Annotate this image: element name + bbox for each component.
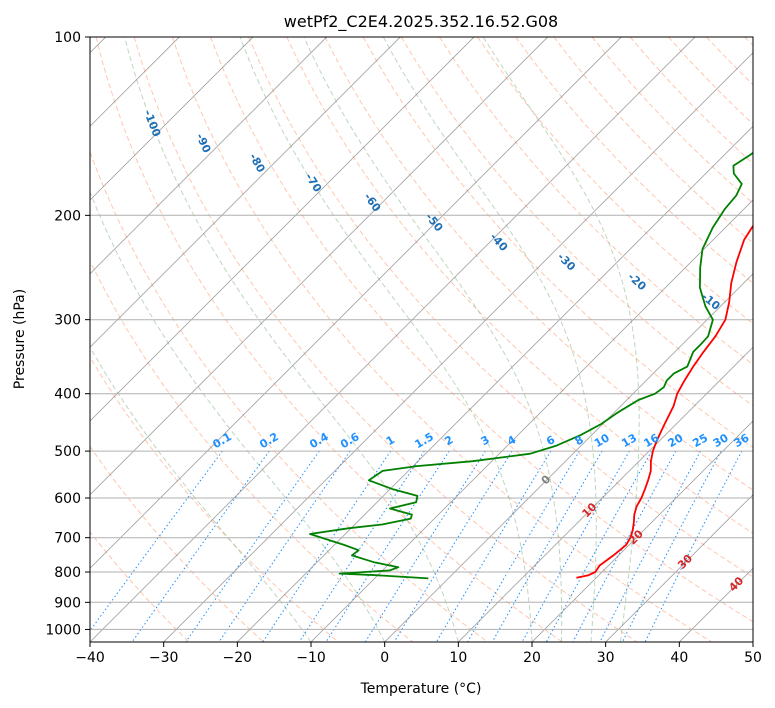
isotherm-line	[90, 37, 401, 348]
x-tick-label: −20	[223, 650, 253, 666]
isotherm-line	[163, 52, 753, 642]
isotherm-line	[384, 273, 753, 642]
moist-adiabat-line	[90, 190, 386, 642]
y-tick-label: 800	[54, 565, 81, 581]
isotherm-line	[531, 420, 753, 642]
dry-adiabat-line	[400, 37, 753, 407]
y-tick-label: 700	[54, 531, 81, 547]
moist-adiabat-line	[303, 37, 563, 642]
isotherm-line	[310, 199, 753, 642]
x-tick-label: −30	[149, 650, 179, 666]
x-tick-label: 50	[744, 650, 762, 666]
y-tick-label: 100	[54, 30, 81, 46]
x-tick-label: 10	[449, 650, 467, 666]
x-tick-label: −40	[75, 650, 105, 666]
chart-title: wetPf2_C2E4.2025.352.16.52.G08	[284, 12, 558, 32]
dry-adiabat-line	[477, 37, 753, 325]
y-tick-label: 900	[54, 595, 81, 611]
profile-lines	[309, 151, 753, 580]
dry-adiabat-line	[438, 37, 753, 366]
isotherm-line	[90, 37, 328, 275]
y-tick-label: 1000	[45, 622, 81, 638]
x-axis-label: Temperature (°C)	[360, 681, 482, 697]
isotherm-line	[90, 37, 549, 496]
plot-frame	[89, 36, 754, 643]
isotherm-line	[236, 125, 753, 642]
dry-adiabat-line	[90, 531, 190, 642]
y-axis-label: Pressure (hPa)	[12, 289, 28, 389]
x-tick-label: 40	[670, 650, 688, 666]
y-tick-label: 300	[54, 313, 81, 329]
x-tick-label: 30	[597, 650, 615, 666]
dewpoint-line	[309, 151, 753, 580]
dry-adiabat-line	[324, 37, 753, 491]
y-tick-label: 200	[54, 208, 81, 224]
y-tick-label: 400	[54, 387, 81, 403]
isotherm-line	[457, 346, 753, 642]
gridlines	[90, 37, 753, 642]
isotherm-line	[90, 37, 475, 422]
isotherm-line	[90, 37, 254, 201]
y-tick-label: 500	[54, 444, 81, 460]
moist-adiabat-line	[239, 37, 533, 642]
dry-adiabat-line	[95, 37, 564, 642]
dry-adiabat-line	[362, 37, 753, 449]
x-tick-label: −10	[296, 650, 326, 666]
dry-adiabat-line	[90, 259, 414, 642]
isotherm-line	[605, 494, 753, 642]
isotherm-line	[90, 37, 622, 569]
moist-adiabat-line	[482, 37, 640, 642]
x-tick-label: 20	[523, 650, 541, 666]
x-tick-label: 0	[380, 650, 389, 666]
moist-adiabat-line	[382, 37, 597, 642]
axis-ticks: −40 −30 −20 −10 0 10 20 30 40 50 100 200 300 400 500 60…	[45, 30, 762, 666]
y-tick-label: 600	[54, 491, 81, 507]
isotherm-line	[90, 37, 696, 642]
temperature-line	[576, 224, 753, 579]
